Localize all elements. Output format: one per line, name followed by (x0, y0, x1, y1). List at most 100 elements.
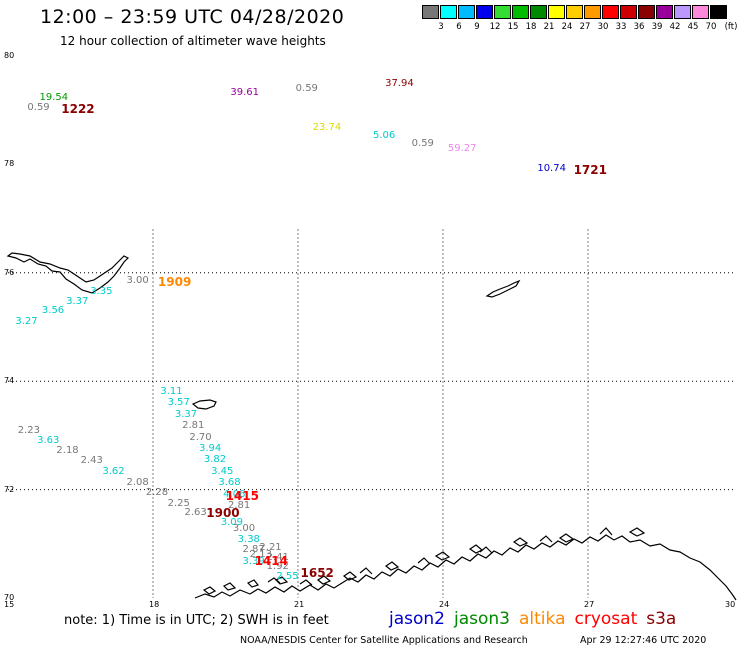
lat-tick-label: 72 (4, 484, 15, 494)
lon-tick-label: 24 (439, 600, 450, 609)
svalbard-coast (6, 252, 130, 294)
satellite-jason2: jason2 (389, 609, 445, 629)
wave-height-label: 0.59 (27, 102, 50, 114)
wave-height-label: 3.00 (232, 523, 256, 535)
lon-tick-label: 27 (584, 600, 595, 609)
timestamp-footer: Apr 29 12:27:46 UTC 2020 (580, 635, 707, 646)
scale-label: 6 (456, 22, 462, 32)
pass-time-label: 1721 (573, 162, 607, 177)
scale-swatch (692, 5, 709, 19)
hopen-island (485, 279, 521, 298)
lat-tick-label: 76 (4, 267, 15, 277)
scale-swatch (494, 5, 511, 19)
scale-swatch (476, 5, 493, 19)
lon-tick-label: 21 (294, 600, 305, 609)
wave-height-label: 37.94 (385, 78, 414, 90)
satellite-legend: jason2 jason3 altika cryosat s3a (389, 609, 685, 629)
wave-height-label: 5.06 (373, 129, 396, 141)
lat-tick-label: 78 (4, 159, 15, 169)
wave-height-label: 3.38 (237, 534, 260, 545)
wave-height-label: 2.41 (266, 551, 289, 563)
pass-time-label: 1414 (254, 553, 288, 568)
scale-swatch (638, 5, 655, 19)
lon-tick-label: 18 (149, 600, 160, 609)
scale-label: 42 (669, 22, 681, 32)
wave-height-label: 3.63 (37, 434, 60, 446)
lat-tick-label: 80 (4, 51, 15, 60)
wave-height-label: 2.55 (276, 570, 299, 582)
islands-a (202, 527, 646, 595)
scale-swatch (656, 5, 673, 19)
wave-height-label: 39.61 (230, 86, 260, 98)
wave-height-label: 59.27 (447, 143, 477, 155)
scale-label: 9 (474, 22, 480, 32)
scale-swatch (512, 5, 529, 19)
bear-island (191, 399, 217, 410)
scale-unit: (ft) (724, 22, 738, 32)
pass-time-label: 1900 (206, 505, 240, 520)
scale-label: 18 (525, 22, 537, 32)
scale-label: 33 (615, 22, 627, 32)
satellite-altika: altika (519, 609, 566, 629)
wave-height-label: 19.54 (39, 92, 69, 104)
scale-swatch (530, 5, 547, 19)
coast-fjords-a (267, 527, 613, 586)
scale-swatch (674, 5, 691, 19)
wave-height-label: 2.28 (145, 487, 169, 499)
scale-swatch (548, 5, 565, 19)
lat-tick-label: 70 (4, 593, 15, 602)
wave-height-label: 3.94 (199, 442, 222, 454)
scale-swatch (584, 5, 601, 19)
wave-height-label: 3.09 (220, 517, 244, 529)
pass-time-label: 1222 (61, 102, 95, 117)
scale-swatch (566, 5, 583, 19)
wave-height-label: 3.82 (203, 454, 227, 466)
scale-label: 45 (687, 22, 699, 32)
wave-height-label: 3.00 (126, 274, 149, 286)
wave-height-label: 3.27 (15, 315, 38, 327)
wave-height-label: 2.81 (228, 500, 251, 512)
wave-height-label: 10.74 (537, 162, 566, 174)
wave-height-label: 2.23 (17, 424, 41, 436)
scale-label: 39 (651, 22, 663, 32)
scale-swatch (422, 5, 439, 19)
scale-swatch (602, 5, 619, 19)
wave-height-label: 0.59 (295, 83, 318, 95)
wave-height-label: 2.63 (184, 507, 207, 519)
wave-height-label: 3.57 (167, 396, 190, 408)
lon-tick-label: 15 (4, 600, 15, 609)
pass-time-label: 1909 (157, 275, 192, 289)
wave-height-label: 2.21 (259, 541, 282, 553)
wave-height-label: 3.35 (90, 285, 113, 297)
footnote: note: 1) Time is in UTC; 2) SWH is in fe… (64, 613, 329, 628)
scale-label: 30 (597, 22, 609, 32)
scale-swatch (440, 5, 457, 19)
scale-label: 21 (543, 22, 555, 32)
credit-footer: NOAA/NESDIS Center for Satellite Applica… (240, 635, 528, 646)
wave-height-label: 2.70 (189, 431, 212, 443)
wave-height-label: 2.25 (167, 497, 190, 509)
scale-label: 3 (438, 22, 444, 32)
wave-height-label: 3.56 (41, 305, 65, 317)
satellite-s3a: s3a (646, 609, 677, 629)
lat-lon-grid (8, 229, 733, 598)
scale-swatch (458, 5, 475, 19)
wave-height-label: 2.81 (182, 420, 205, 432)
wave-height-label: 2.08 (126, 477, 149, 489)
scale-label: 12 (489, 22, 501, 32)
scale-label: 15 (507, 22, 519, 32)
wave-height-label: 1.92 (266, 560, 289, 572)
wave-height-label: 3.11 (160, 386, 183, 398)
wave-height-label: 23.74 (312, 121, 342, 133)
scale-label: 24 (561, 22, 573, 32)
wave-height-label: 4.06 (223, 489, 246, 501)
wave-height-label: 2.43 (80, 455, 103, 467)
scale-label: 36 (633, 22, 645, 32)
lon-tick-label: 30 (725, 600, 736, 609)
map-subtitle: 12 hour collection of altimeter wave hei… (60, 34, 326, 48)
norway-coast (194, 534, 737, 601)
wave-height-label: 3.37 (66, 295, 89, 307)
wave-height-label: 2.18 (56, 445, 79, 457)
map-title: 12:00 – 23:59 UTC 04/28/2020 (40, 6, 345, 28)
